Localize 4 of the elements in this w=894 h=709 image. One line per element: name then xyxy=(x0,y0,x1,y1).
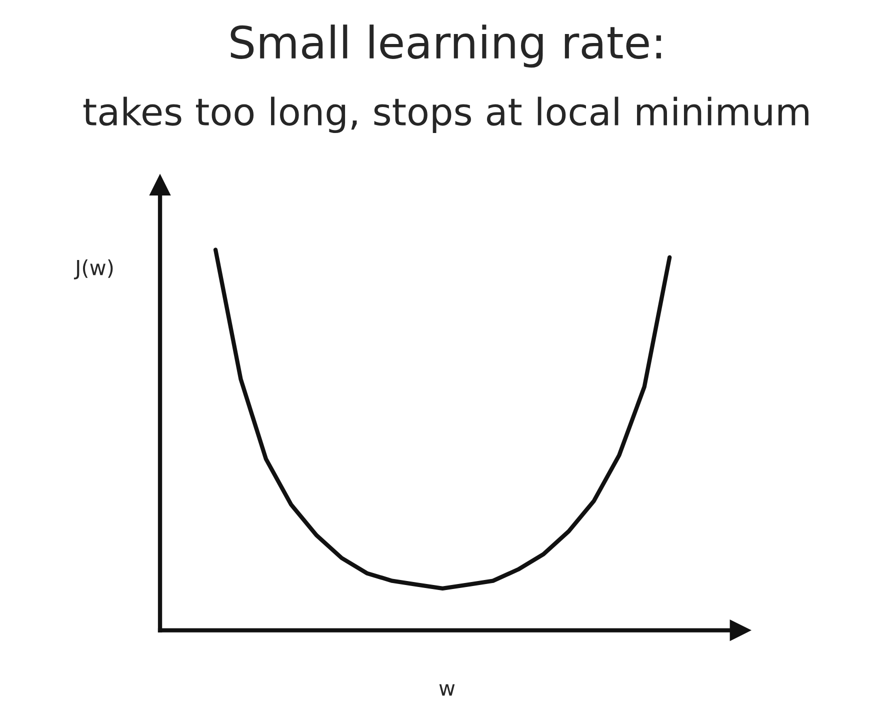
chart-subtitle: takes too long, stops at local minimum xyxy=(83,96,808,134)
chart-title: Small learning rate: xyxy=(230,24,661,68)
y-axis-title: J(w) xyxy=(74,259,113,280)
x-axis-title: w xyxy=(439,684,455,696)
